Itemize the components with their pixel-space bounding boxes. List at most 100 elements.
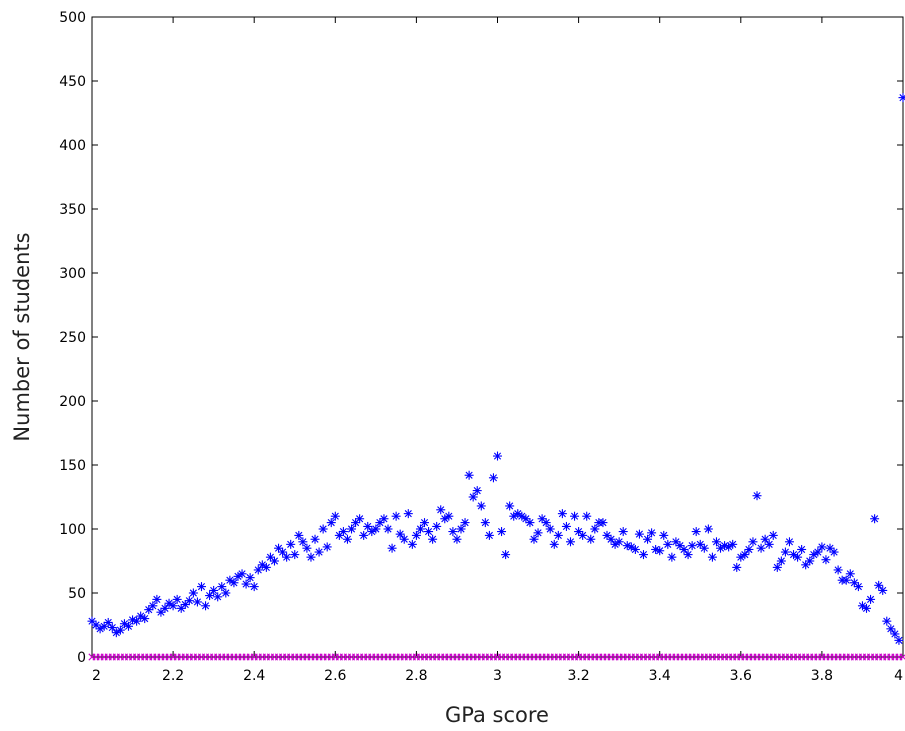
data-point bbox=[683, 550, 693, 560]
data-point bbox=[184, 596, 194, 606]
data-point bbox=[606, 534, 616, 544]
data-point bbox=[740, 550, 750, 560]
data-point bbox=[160, 603, 170, 613]
data-point bbox=[342, 534, 352, 544]
y-tick-label: 200 bbox=[59, 394, 86, 410]
x-tick-label: 3.8 bbox=[811, 668, 833, 684]
data-point bbox=[213, 592, 223, 602]
data-point bbox=[144, 605, 154, 615]
data-point bbox=[326, 518, 336, 528]
y-tick-label: 400 bbox=[59, 138, 86, 154]
data-point bbox=[833, 565, 843, 575]
data-point bbox=[638, 550, 648, 560]
data-point bbox=[853, 582, 863, 592]
data-point bbox=[772, 562, 782, 572]
data-point bbox=[878, 585, 888, 595]
data-point bbox=[703, 524, 713, 534]
data-point bbox=[728, 539, 738, 549]
data-point bbox=[107, 623, 117, 633]
data-point bbox=[322, 542, 332, 552]
data-point bbox=[813, 547, 823, 557]
x-tick-label: 4 bbox=[894, 668, 903, 684]
data-point bbox=[294, 530, 304, 540]
data-point bbox=[784, 537, 794, 547]
series-baseline-markers bbox=[88, 653, 905, 661]
data-point bbox=[890, 629, 900, 639]
data-point bbox=[379, 514, 389, 524]
y-tick-label: 450 bbox=[59, 74, 86, 90]
data-point bbox=[123, 621, 133, 631]
data-point bbox=[862, 603, 872, 613]
y-tick-label: 0 bbox=[77, 650, 86, 666]
data-point bbox=[148, 601, 158, 611]
data-point bbox=[403, 509, 413, 519]
data-point bbox=[249, 582, 259, 592]
data-point bbox=[553, 530, 563, 540]
data-point bbox=[687, 541, 697, 551]
data-point bbox=[841, 575, 851, 585]
x-tick-label: 2.6 bbox=[324, 668, 346, 684]
data-point bbox=[634, 529, 644, 539]
data-point bbox=[318, 524, 328, 534]
data-point bbox=[748, 537, 758, 547]
y-tick-label: 150 bbox=[59, 458, 86, 474]
y-tick-label: 100 bbox=[59, 522, 86, 538]
x-tick-label: 2.2 bbox=[162, 668, 184, 684]
data-point bbox=[269, 556, 279, 566]
data-point bbox=[744, 544, 754, 554]
data-point bbox=[845, 569, 855, 579]
data-point bbox=[424, 527, 434, 537]
data-point bbox=[870, 514, 880, 524]
data-point bbox=[391, 511, 401, 521]
data-point bbox=[237, 569, 247, 579]
data-point bbox=[201, 601, 211, 611]
y-axis-label: Number of students bbox=[10, 232, 34, 441]
data-point bbox=[894, 635, 904, 645]
data-point bbox=[476, 501, 486, 511]
data-point bbox=[561, 521, 571, 531]
data-point bbox=[420, 518, 430, 528]
data-point bbox=[565, 537, 575, 547]
data-point bbox=[582, 511, 592, 521]
data-point bbox=[590, 524, 600, 534]
data-point bbox=[387, 543, 397, 553]
data-point bbox=[886, 624, 896, 634]
data-point bbox=[793, 552, 803, 562]
data-point bbox=[679, 544, 689, 554]
data-point bbox=[598, 518, 608, 528]
data-point bbox=[407, 539, 417, 549]
data-point bbox=[764, 539, 774, 549]
data-point bbox=[428, 534, 438, 544]
data-point bbox=[468, 492, 478, 502]
data-point bbox=[290, 550, 300, 560]
x-tick-label: 3.6 bbox=[730, 668, 752, 684]
data-point bbox=[253, 565, 263, 575]
data-point bbox=[436, 505, 446, 515]
data-point bbox=[338, 527, 348, 537]
data-point bbox=[395, 529, 405, 539]
data-point bbox=[460, 518, 470, 528]
baseline-point bbox=[899, 653, 905, 661]
data-point bbox=[776, 556, 786, 566]
data-point bbox=[456, 524, 466, 534]
data-point bbox=[132, 616, 142, 626]
data-point bbox=[217, 582, 227, 592]
data-point bbox=[310, 534, 320, 544]
data-point bbox=[647, 528, 657, 538]
data-point bbox=[371, 524, 381, 534]
x-tick-label: 2 bbox=[92, 668, 101, 684]
data-point bbox=[448, 527, 458, 537]
data-point bbox=[205, 591, 215, 601]
data-point bbox=[355, 514, 365, 524]
data-point bbox=[432, 521, 442, 531]
x-tick-label: 3 bbox=[493, 668, 502, 684]
x-tick-label: 2.4 bbox=[243, 668, 265, 684]
data-point bbox=[780, 547, 790, 557]
data-point bbox=[574, 527, 584, 537]
data-point bbox=[529, 534, 539, 544]
data-point bbox=[643, 534, 653, 544]
data-point bbox=[545, 524, 555, 534]
data-point bbox=[196, 582, 206, 592]
x-tick-label: 3.4 bbox=[649, 668, 671, 684]
data-point bbox=[241, 579, 251, 589]
